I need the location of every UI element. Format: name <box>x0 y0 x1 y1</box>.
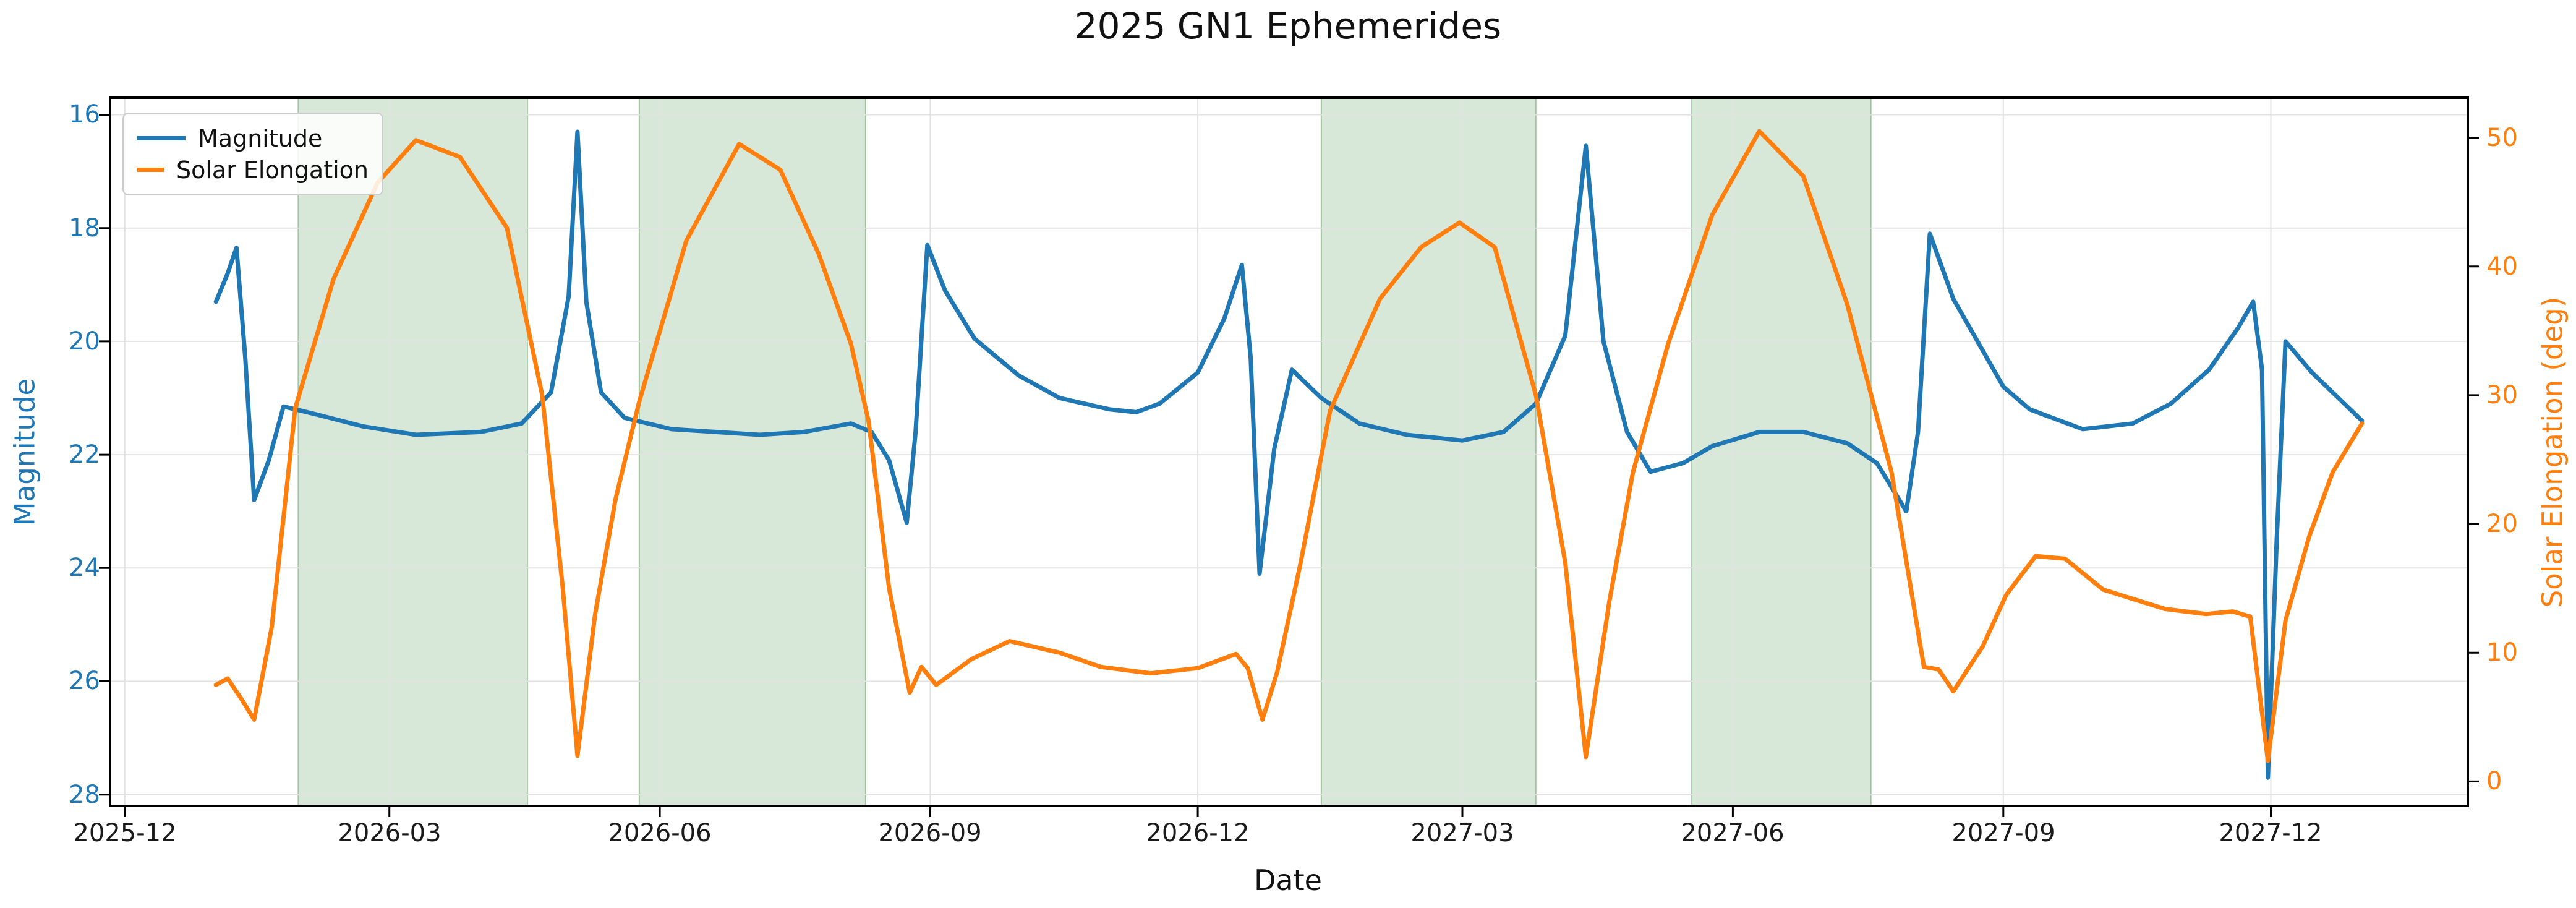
legend-item-magnitude: Magnitude <box>137 125 369 152</box>
legend: Magnitude Solar Elongation <box>122 113 383 195</box>
magnitude-line <box>213 129 2365 780</box>
x-tick-label: 2027-06 <box>1681 819 1785 847</box>
x-tick-label: 2027-03 <box>1410 819 1514 847</box>
x-tick-label: 2025-12 <box>73 819 177 847</box>
y-tick-label-magnitude: 24 <box>69 554 100 582</box>
x-tick-label: 2026-12 <box>1146 819 1250 847</box>
legend-label-elongation: Solar Elongation <box>176 156 369 184</box>
y-axis-label-elongation: Solar Elongation (deg) <box>2536 296 2569 608</box>
y-tick-label-magnitude: 26 <box>69 667 100 695</box>
chart-title: 2025 GN1 Ephemerides <box>1074 5 1502 47</box>
solar-elongation-line <box>213 129 2365 763</box>
x-tick-label: 2026-03 <box>338 819 441 847</box>
plot-area <box>109 96 2469 807</box>
y-tick-label-magnitude: 18 <box>69 214 100 242</box>
y-tick-label-elongation: 30 <box>2486 381 2518 409</box>
y-tick-label-magnitude: 20 <box>69 327 100 356</box>
y-tick-label-magnitude: 16 <box>69 100 100 129</box>
observing-window-band <box>1691 97 1872 807</box>
x-axis-label: Date <box>1254 863 1322 897</box>
x-tick-label: 2027-09 <box>1951 819 2055 847</box>
y-axis-label-magnitude: Magnitude <box>8 378 41 526</box>
y-tick-label-elongation: 40 <box>2486 252 2518 281</box>
legend-item-elongation: Solar Elongation <box>137 156 369 184</box>
x-tick-label: 2026-06 <box>608 819 712 847</box>
observing-window-band <box>638 97 866 807</box>
y-tick-label-elongation: 20 <box>2486 510 2518 538</box>
y-tick-label-elongation: 50 <box>2486 124 2518 152</box>
x-tick-label: 2027-12 <box>2219 819 2322 847</box>
elongation-line-sample <box>137 168 164 172</box>
legend-label-magnitude: Magnitude <box>198 124 323 152</box>
observing-window-band <box>297 97 529 807</box>
y-tick-label-magnitude: 28 <box>69 781 100 809</box>
y-tick-label-elongation: 0 <box>2486 767 2502 795</box>
x-tick-label: 2026-09 <box>878 819 982 847</box>
y-tick-label-magnitude: 22 <box>69 440 100 469</box>
observing-window-band <box>1320 97 1537 807</box>
magnitude-line-sample <box>137 136 186 140</box>
y-tick-label-elongation: 10 <box>2486 638 2518 667</box>
